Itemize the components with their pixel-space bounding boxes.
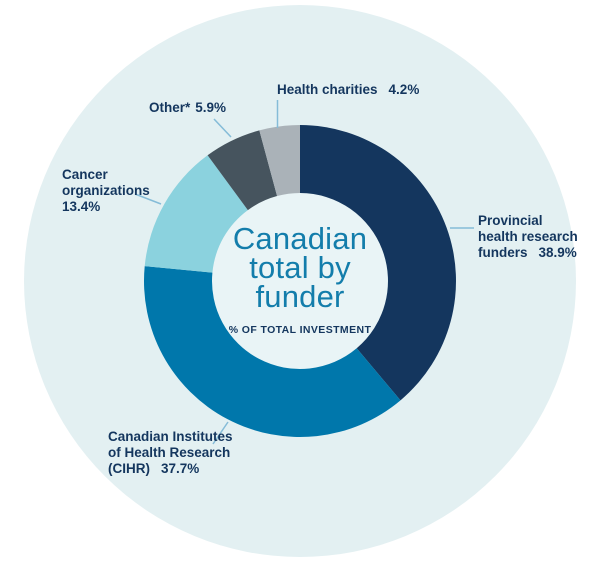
donut-slice-health_charities bbox=[259, 125, 300, 197]
callout-provincial: Provincial health research funders 38.9% bbox=[478, 213, 578, 261]
callout-label: Provincial bbox=[478, 213, 543, 228]
callout-other: Other* 5.9% bbox=[149, 100, 226, 116]
leader-lines bbox=[134, 100, 474, 445]
chart-center-text: Canadian total by funder % OF TOTAL INVE… bbox=[170, 221, 430, 336]
callout-health-charities: Health charities 4.2% bbox=[277, 82, 419, 98]
donut-slices bbox=[143, 125, 456, 438]
callout-label: funders bbox=[478, 245, 528, 260]
donut-slice-other bbox=[207, 130, 278, 211]
callout-value: 5.9% bbox=[195, 100, 227, 115]
chart-title-line: Canadian bbox=[232, 221, 368, 256]
donut-slice-cihr bbox=[143, 266, 401, 438]
callout-label: health research bbox=[478, 229, 578, 244]
leader-line-cihr bbox=[212, 421, 229, 445]
donut-slice-cancer bbox=[144, 155, 248, 273]
chart-title-line: funder bbox=[255, 279, 345, 314]
donut-hole bbox=[212, 193, 388, 369]
callout-label: Other* bbox=[149, 100, 191, 115]
callout-label: Canadian Institutes bbox=[108, 429, 233, 444]
callout-label: (CIHR) bbox=[108, 461, 150, 476]
callout-value: 37.7% bbox=[161, 461, 200, 476]
callout-label: organizations bbox=[62, 183, 150, 198]
callout-cancer: Cancer organizations 13.4% bbox=[62, 167, 150, 215]
callout-label: Health charities bbox=[277, 82, 378, 97]
callout-value: 13.4% bbox=[62, 199, 101, 214]
leader-line-cancer bbox=[134, 193, 162, 205]
callout-label: Cancer bbox=[62, 167, 108, 182]
chart-title-line: total by bbox=[249, 250, 351, 285]
callout-cihr: Canadian Institutes of Health Research (… bbox=[108, 429, 233, 477]
callout-value: 4.2% bbox=[388, 82, 420, 97]
leader-line-other bbox=[213, 118, 232, 138]
donut-slice-provincial bbox=[300, 125, 456, 401]
chart-subtitle: % OF TOTAL INVESTMENT bbox=[228, 324, 372, 336]
callout-label: of Health Research bbox=[108, 445, 231, 460]
chart-title: Canadian total by funder bbox=[170, 221, 430, 314]
callout-value: 38.9% bbox=[538, 245, 577, 260]
